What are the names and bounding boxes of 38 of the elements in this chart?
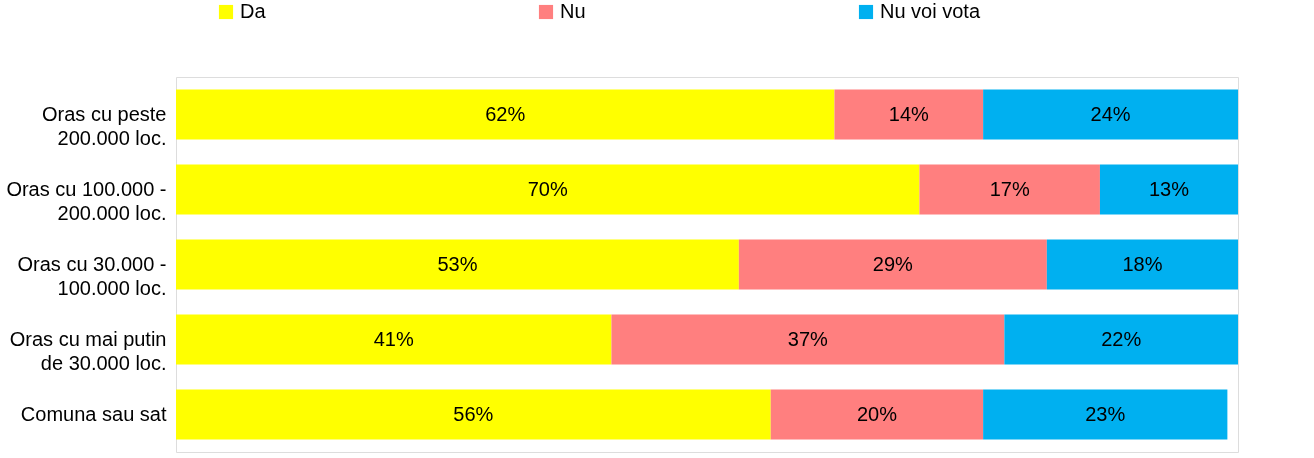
bar xyxy=(611,314,1005,365)
bar xyxy=(176,389,771,440)
bar xyxy=(176,89,835,140)
data-label: 22% xyxy=(1101,327,1142,350)
y-tick-label: Oras cu mai putin de 30.000 loc. xyxy=(9,327,167,374)
bar xyxy=(983,389,1228,440)
bar xyxy=(176,314,612,365)
data-label: 20% xyxy=(856,402,898,425)
data-label: 18% xyxy=(1122,252,1163,275)
bar xyxy=(919,164,1100,215)
bar xyxy=(1099,164,1238,215)
data-label: 13% xyxy=(1148,177,1190,200)
data-label: 23% xyxy=(1085,402,1126,425)
y-tick-label: Oras cu peste 200.000 loc. xyxy=(41,102,167,149)
data-label: 37% xyxy=(787,327,829,350)
legend-label: Nu xyxy=(560,0,586,22)
data-label: 29% xyxy=(872,252,914,275)
legend-label: Da xyxy=(240,0,267,22)
bar xyxy=(176,239,739,290)
bar xyxy=(738,239,1047,290)
y-tick-label: Oras cu 100.000 - 200.000 loc. xyxy=(6,177,167,224)
data-label: 70% xyxy=(527,177,568,200)
bar xyxy=(770,389,984,440)
data-label: 14% xyxy=(888,102,930,125)
legend-label: Nu voi vota xyxy=(880,0,981,22)
bar xyxy=(983,89,1238,140)
data-label: 53% xyxy=(437,252,478,275)
data-label: 62% xyxy=(485,102,526,125)
bar xyxy=(176,164,920,215)
data-label: 56% xyxy=(453,402,494,425)
y-tick-label: Comuna sau sat xyxy=(20,402,167,425)
data-label: 41% xyxy=(373,327,414,350)
bar xyxy=(834,89,984,140)
data-label: 17% xyxy=(989,177,1030,200)
bar xyxy=(1004,314,1238,365)
y-tick-label: Oras cu 30.000 - 100.000 loc. xyxy=(17,252,167,299)
bar xyxy=(1046,239,1238,290)
data-label: 24% xyxy=(1090,102,1131,125)
